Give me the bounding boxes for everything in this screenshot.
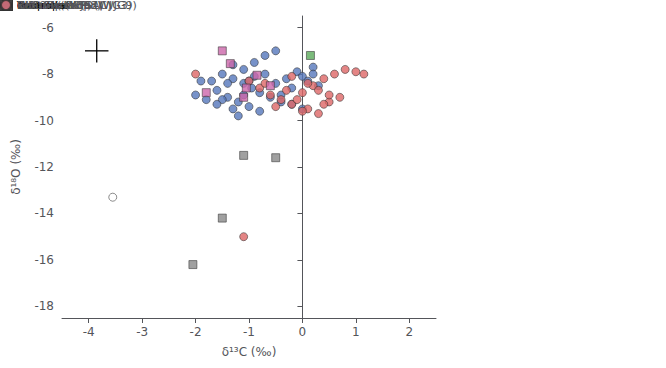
svg-text:-2: -2 — [190, 325, 202, 339]
svg-text:2: 2 — [405, 325, 413, 339]
svg-text:1: 1 — [352, 325, 360, 339]
svg-text:-10: -10 — [34, 114, 54, 128]
svg-text:δ¹⁸O (‰): δ¹⁸O (‰) — [9, 139, 23, 195]
svg-text:0: 0 — [299, 325, 307, 339]
svg-text:-3: -3 — [136, 325, 148, 339]
svg-text:δ¹³C (‰): δ¹³C (‰) — [222, 345, 277, 359]
svg-text:-1: -1 — [243, 325, 255, 339]
svg-text:-12: -12 — [34, 160, 54, 174]
svg-text:-8: -8 — [42, 67, 54, 81]
svg-text:Kuruman Kop (WJG3): Kuruman Kop (WJG3) — [17, 0, 132, 12]
svg-text:-18: -18 — [34, 299, 54, 313]
svg-text:Rotterdam Far (WJG9): Rotterdam Far (WJG9) — [17, 0, 137, 12]
svg-text:-4: -4 — [83, 325, 95, 339]
svg-text:-14: -14 — [34, 206, 54, 220]
svg-text:-6: -6 — [42, 21, 54, 35]
svg-text:-16: -16 — [34, 253, 54, 267]
